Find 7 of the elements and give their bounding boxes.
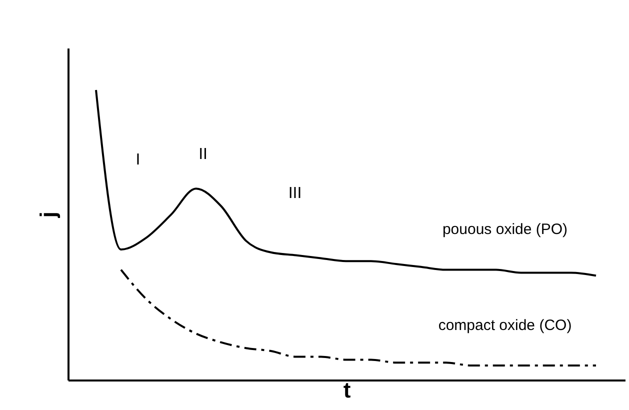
annotation: III [288,184,302,202]
annotation: I [136,152,140,169]
text: pouous oxide (PO) [442,221,568,238]
y-axis-title: j [36,211,60,219]
x-axis-title: t [343,378,352,402]
series-label: compact oxide (CO) [438,316,572,334]
annotation: II [198,146,208,163]
